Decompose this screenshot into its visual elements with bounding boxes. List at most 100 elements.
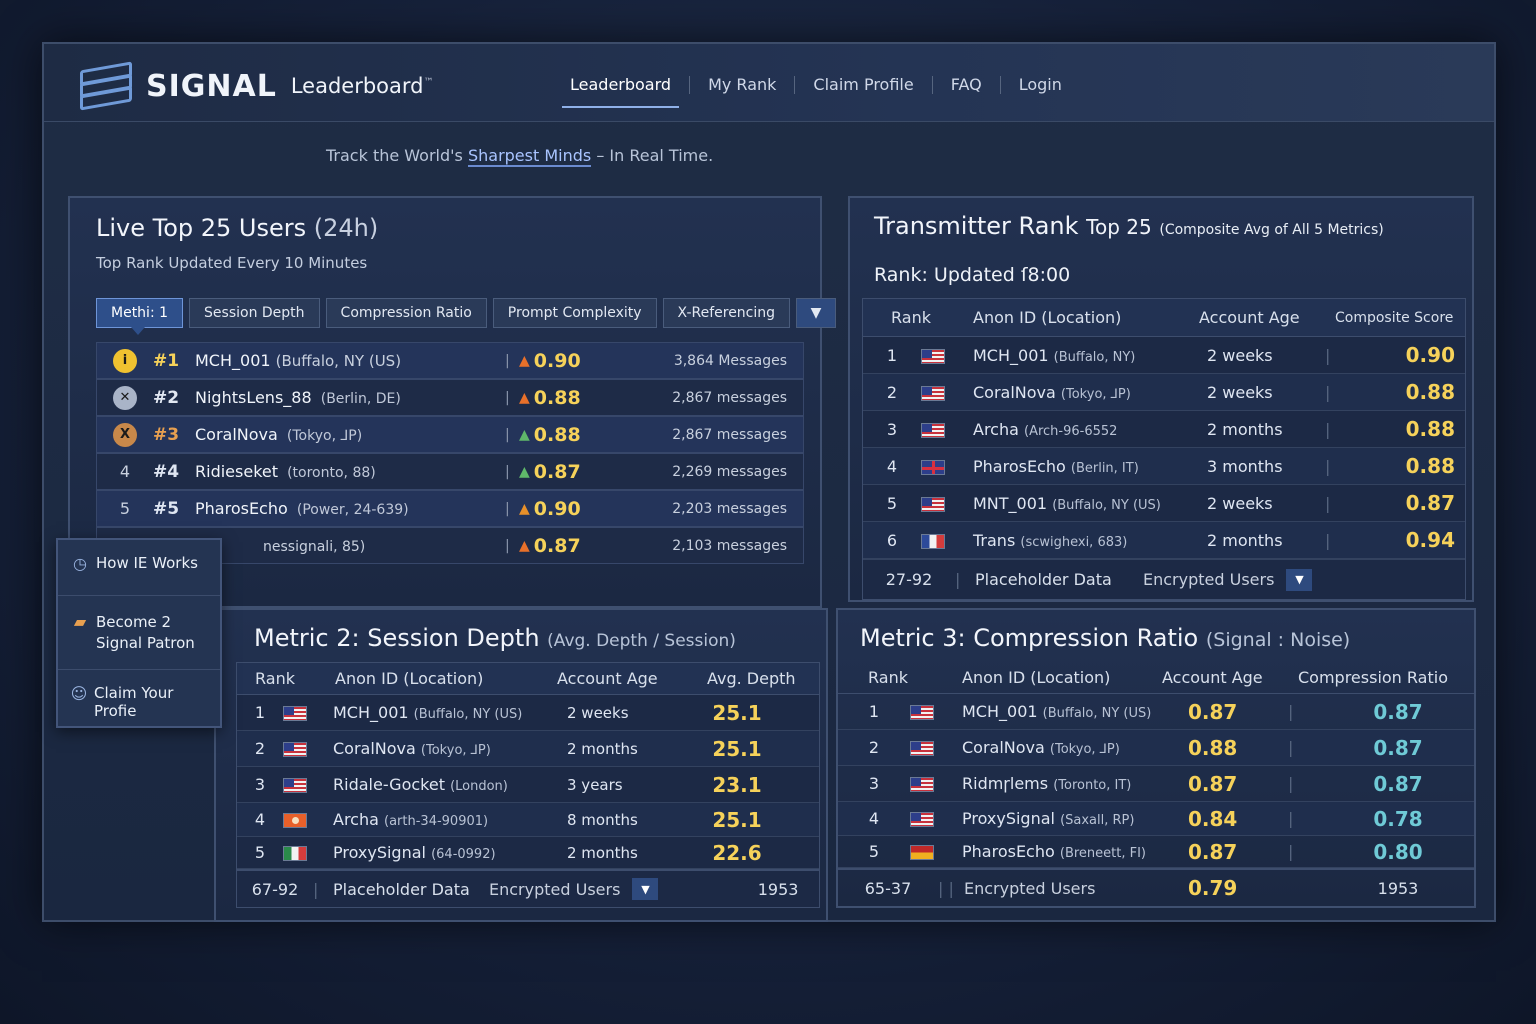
table-row[interactable]: 5 PharosEcho (Breneett, FI) 0.87 | 0.80 [838, 836, 1474, 868]
nav-faq[interactable]: FAQ [933, 76, 1001, 94]
us-flag-icon [283, 706, 307, 721]
table-header: Rank Anon ID (Location) Account Age Comp… [838, 662, 1474, 694]
table-row[interactable]: 5 MNT_001 (Buffalo, NY (US) 2 weeks | 0.8… [863, 485, 1465, 522]
tab-x-referencing[interactable]: X-Referencing [662, 298, 791, 328]
score: ▲ 0.88 [519, 386, 581, 409]
rank-label: #4 [153, 461, 180, 482]
rank-number: 5 [119, 499, 131, 518]
table-footer: 27-92 | Placeholder Data Encrypted Users … [863, 559, 1465, 599]
it-flag-icon [283, 846, 307, 861]
user-name: CoralNova (Tokyo, ⅃P) [195, 425, 363, 444]
score: ▲ 0.87 [519, 534, 581, 557]
table-row[interactable]: 3 Ridale-Gocket (London) 3 years 23.1 [237, 767, 819, 803]
table-row[interactable]: 4 PharosEcho (Berlin, IT) 3 months | 0.88 [863, 448, 1465, 485]
signal-logo-icon [76, 61, 136, 111]
list-item[interactable]: X #3 CoralNova (Tokyo, ⅃P) | ▲ 0.88 2,867… [96, 416, 804, 453]
main-nav: Leaderboard My Rank Claim Profile FAQ Lo… [552, 75, 1080, 108]
tabs-dropdown-button[interactable]: ▼ [796, 298, 837, 328]
chevron-down-icon: ▼ [810, 305, 822, 321]
table-body: 1 MCH_001 (Buffalo, NY (US) 2 weeks 25.1… [237, 695, 819, 907]
jp-flag-icon [283, 813, 307, 828]
table-body: 1 MCH_001 (Buffalo, NY (US) 0.87 | 0.87 2… [838, 694, 1474, 906]
list-item[interactable]: 4 #4 Ridieseket (toronto, 88) | ▲ 0.87 2,… [96, 453, 804, 490]
session-title: Metric 2: Session Depth (Avg. Depth / Se… [254, 624, 736, 652]
message-count: 2,867 messages [672, 389, 787, 406]
score: ▲ 0.90 [519, 497, 581, 520]
table-row[interactable]: 5 ProxySignal (64-0992) 2 months 22.6 [237, 837, 819, 869]
us-flag-icon [283, 742, 307, 757]
trend-up-icon: ▲ [519, 500, 530, 517]
compression-panel: Metric 3: Compression Ratio (Signal : No… [836, 608, 1476, 908]
fr-flag-icon [921, 533, 945, 549]
silver-medal-icon: ✕ [113, 385, 137, 410]
trend-up-icon: ▲ [519, 389, 530, 406]
user-icon: ☺ [70, 684, 88, 703]
table-row[interactable]: 1 MCH_001 (Buffalo, NY (US) 2 weeks 25.1 [237, 695, 819, 731]
table-row[interactable]: 4 Archa (arth-34-90901) 8 months 25.1 [237, 803, 819, 837]
trend-up-icon: ▲ [519, 463, 530, 480]
metric-tabs: Methi: 1 Session Depth Compression Ratio… [96, 298, 837, 335]
brand-sub: Leaderboard™ [290, 74, 434, 98]
menu-claim-profile[interactable]: ☺ Claim Your Profie [70, 684, 174, 720]
table-row[interactable]: 4 ProxySignal (Saxall, RP) 0.84 | 0.78 [838, 802, 1474, 836]
briefcase-icon: ▰ [73, 612, 87, 631]
list-item[interactable]: i #1 MCH_001 (Buffalo, NY (US) | ▲ 0.90 3… [96, 342, 804, 379]
us-flag-icon [921, 422, 945, 438]
user-name: PharosEcho (Power, 24-639) [195, 499, 409, 518]
rank-label: #3 [153, 424, 180, 445]
nav-claim-profile[interactable]: Claim Profile [795, 76, 933, 94]
trend-up-icon: ▲ [519, 537, 530, 554]
table-row[interactable]: 6 Trans (scwighexi, 683) 2 months | 0.94 [863, 522, 1465, 559]
tab-session-depth[interactable]: Session Depth [189, 298, 320, 328]
trend-up-icon: ▲ [519, 352, 530, 369]
user-name: MCH_001 (Buffalo, NY (US) [195, 351, 402, 370]
encrypted-users-dropdown[interactable]: ▼ [1286, 568, 1313, 591]
us-flag-icon [921, 385, 945, 401]
tagline: Track the World's Sharpest Minds – In Re… [326, 146, 714, 167]
compression-table: Rank Anon ID (Location) Account Age Comp… [838, 662, 1474, 906]
us-flag-icon [921, 348, 945, 364]
table-row[interactable]: 3 Ridmɼlems (Toronto, IT) 0.87 | 0.87 [838, 766, 1474, 802]
transmitter-panel: Transmitter Rank Top 25 (Composite Avg o… [848, 196, 1474, 602]
nav-login[interactable]: Login [1018, 75, 1062, 94]
us-flag-icon [910, 741, 934, 756]
tab-prompt-complexity[interactable]: Prompt Complexity [492, 298, 657, 328]
table-header: Rank Anon ID (Location) Account Age Comp… [863, 299, 1465, 337]
message-count: 2,867 messages [672, 426, 787, 443]
table-row[interactable]: 2 CoralNova (Tokyo, ⅃P) 0.88 | 0.87 [838, 730, 1474, 766]
menu-how-it-works[interactable]: ◷ How IE Works [58, 540, 220, 596]
list-item[interactable]: ✕ #2 NightsLens_88 (Berlin, DE) | ▲ 0.88 … [96, 379, 804, 416]
us-flag-icon [283, 778, 307, 793]
user-name: nessignali, 85) [263, 539, 366, 555]
encrypted-users-dropdown[interactable]: ▼ [632, 878, 659, 900]
rank-label: #1 [153, 350, 180, 371]
transmitter-title: Transmitter Rank Top 25 (Composite Avg o… [874, 212, 1384, 240]
table-row[interactable]: 2 CoralNova (Tokyo, ⅃P) 2 weeks | 0.88 [863, 374, 1465, 411]
uk-flag-icon [921, 459, 945, 475]
score: ▲ 0.88 [519, 423, 581, 446]
table-row[interactable]: 2 CoralNova (Tokyo, ⅃P) 2 months 25.1 [237, 731, 819, 767]
user-name: NightsLens_88 (Berlin, DE) [195, 388, 401, 407]
message-count: 2,269 messages [672, 463, 787, 480]
table-footer: 67-92 | Placeholder Data Encrypted Users … [237, 869, 819, 907]
tab-compression-ratio[interactable]: Compression Ratio [325, 298, 487, 328]
de-flag-icon [910, 845, 934, 860]
app-window: SIGNAL Leaderboard™ Leaderboard My Rank … [42, 42, 1496, 922]
table-row[interactable]: 3 Archa (Arch-96-6552 2 months | 0.88 [863, 411, 1465, 448]
table-row[interactable]: 1 MCH_001 (Buffalo, NY) 2 weeks | 0.90 [863, 337, 1465, 374]
bronze-medal-icon: X [113, 422, 137, 447]
nav-my-rank[interactable]: My Rank [690, 76, 796, 94]
tab-metric-1[interactable]: Methi: 1 [96, 298, 184, 335]
live-top-panel: Live Top 25 Users (24h) Top Rank Updated… [68, 196, 837, 608]
table-row[interactable]: 1 MCH_001 (Buffalo, NY (US) 0.87 | 0.87 [838, 694, 1474, 730]
logo[interactable]: SIGNAL Leaderboard™ [76, 61, 434, 111]
list-item[interactable]: 5 #5 PharosEcho (Power, 24-639) | ▲ 0.90 … [96, 490, 804, 527]
clock-icon: ◷ [73, 554, 87, 573]
user-name: Ridieseket (toronto, 88) [195, 462, 376, 481]
compression-title: Metric 3: Compression Ratio (Signal : No… [860, 624, 1351, 652]
nav-leaderboard[interactable]: Leaderboard [552, 76, 691, 108]
rank-number: 4 [119, 462, 131, 481]
score: ▲ 0.90 [519, 349, 581, 372]
table-header: Rank Anon ID (Location) Account Age Avg.… [237, 663, 819, 695]
menu-become-patron[interactable]: ▰ Become 2 Signal Patron [58, 596, 220, 670]
